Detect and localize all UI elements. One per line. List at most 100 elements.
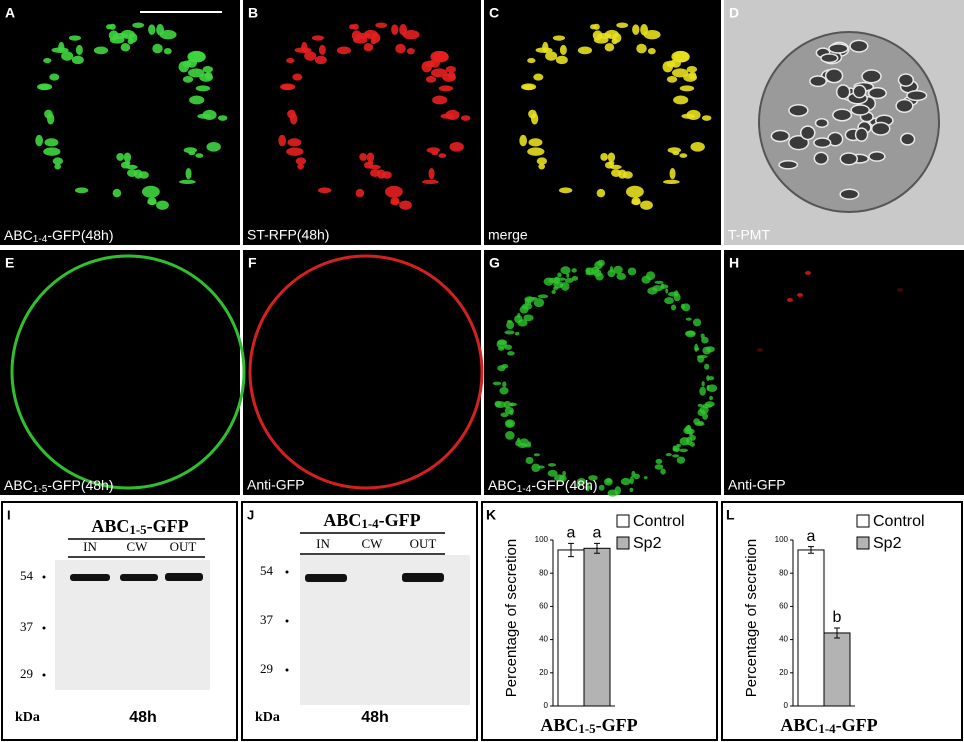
lane-label: CW [127, 539, 149, 554]
chloroplast [824, 68, 844, 84]
fluorescence-spot [577, 46, 593, 55]
fluorescence-spot [297, 163, 305, 170]
x-axis-label-rest: -GFP [596, 715, 638, 735]
marker-label: 54 [20, 568, 34, 583]
x-axis-label-rest: -GFP [836, 715, 878, 735]
band [305, 574, 347, 582]
y-tick-label: 20 [539, 668, 548, 677]
fluorescence-spot [537, 465, 545, 469]
panel-letter: J [247, 507, 254, 522]
y-tick-label: 0 [784, 701, 789, 710]
marker-label: 54 [260, 563, 274, 578]
panel-bg [484, 250, 721, 495]
chloroplast [770, 129, 790, 143]
panel-caption: Anti-GFP [247, 477, 305, 493]
fluorescence-spot [897, 288, 903, 292]
fluorescence-spot [654, 280, 664, 284]
blot-title: ABC1-5-GFP [91, 516, 188, 537]
fluorescence-spot [585, 267, 595, 275]
fluorescence-spot [314, 55, 327, 65]
fluorescence-spot [705, 346, 715, 353]
panel-bg [0, 250, 240, 495]
fluorescence-spot [54, 163, 62, 170]
fluorescence-spot [74, 187, 89, 194]
lane-label: OUT [410, 536, 437, 551]
fluorescence-spot [609, 266, 614, 273]
fluorescence-spot [355, 188, 365, 198]
chloroplast [852, 84, 867, 99]
fluorescence-spot [686, 65, 698, 73]
y-tick-label: 60 [779, 602, 788, 611]
fluorescence-spot [545, 51, 558, 61]
panel-caption: merge [488, 227, 528, 243]
fluorescence-spot [195, 85, 211, 92]
fluorescence-spot [676, 456, 686, 464]
bar [557, 549, 585, 707]
panel-caption-rest: -GFP(48h) [47, 227, 113, 243]
panel-letter: C [489, 5, 499, 21]
legend-swatch [616, 536, 630, 550]
fluorescence-spot [425, 75, 437, 83]
marker-label: 37 [20, 619, 34, 634]
fluorescence-spot [189, 95, 205, 105]
fluorescence-spot [704, 363, 710, 370]
panel-letter: I [7, 507, 11, 522]
fluorescence-spot [500, 412, 509, 418]
fluorescence-spot [547, 469, 558, 477]
fluorescence-spot [616, 272, 626, 281]
fluorescence-spot [709, 395, 714, 401]
fluorescence-spot [665, 452, 672, 457]
panel-caption-sub: 1-5 [33, 484, 48, 495]
y-tick-label: 100 [535, 535, 549, 544]
fluorescence-spot [106, 24, 113, 30]
fluorescence-spot [641, 275, 651, 284]
fluorescence-spot [120, 161, 130, 169]
fluorescence-spot [680, 303, 686, 310]
fluorescence-spot [631, 470, 636, 477]
fluorescence-spot [660, 283, 665, 290]
fluorescence-spot [588, 475, 598, 481]
chloroplast [861, 69, 882, 84]
lane-label: CW [362, 536, 384, 551]
fluorescence-spot [519, 305, 529, 314]
fluorescence-spot [669, 168, 676, 180]
lane-label: IN [83, 539, 97, 554]
fluorescence-spot [371, 32, 381, 43]
chloroplast [870, 121, 891, 136]
fluorescence-spot [286, 58, 295, 64]
fluorescence-spot [432, 95, 448, 105]
fluorescence-spot [287, 138, 302, 147]
fluorescence-spot [537, 294, 549, 299]
legend-label: Sp2 [873, 535, 902, 552]
panel-caption: T-PMT [728, 227, 770, 243]
bar [823, 632, 851, 707]
fluorescence-spot [531, 463, 541, 473]
fluorescence-spot [527, 147, 545, 156]
fluorescence-spot [504, 407, 514, 414]
fluorescence-spot [421, 179, 439, 184]
fluorescence-spot [43, 147, 61, 156]
panel-letter: G [489, 255, 500, 271]
fluorescence-spot [664, 297, 674, 305]
marker-label: 29 [260, 661, 273, 676]
error-bar [834, 627, 840, 639]
fluorescence-spot [506, 319, 513, 324]
fluorescence-spot [685, 425, 692, 434]
fluorescence-spot [206, 141, 221, 152]
chloroplast [832, 108, 853, 122]
fluorescence-spot [156, 200, 169, 210]
fluorescence-spot [44, 138, 59, 147]
fluorescence-spot [708, 376, 715, 381]
fluorescence-spot [571, 275, 579, 281]
fluorescence-spot [217, 115, 228, 121]
gel [55, 560, 210, 690]
fluorescence-spot [611, 169, 622, 177]
fluorescence-spot [533, 73, 544, 81]
fluorescence-spot [647, 287, 658, 295]
chloroplast [788, 134, 810, 151]
chloroplast [899, 132, 916, 146]
fluorescence-spot [317, 187, 332, 194]
blot-title-main: ABC [323, 510, 361, 530]
chloroplast [854, 127, 869, 142]
fluorescence-spot [504, 330, 515, 335]
